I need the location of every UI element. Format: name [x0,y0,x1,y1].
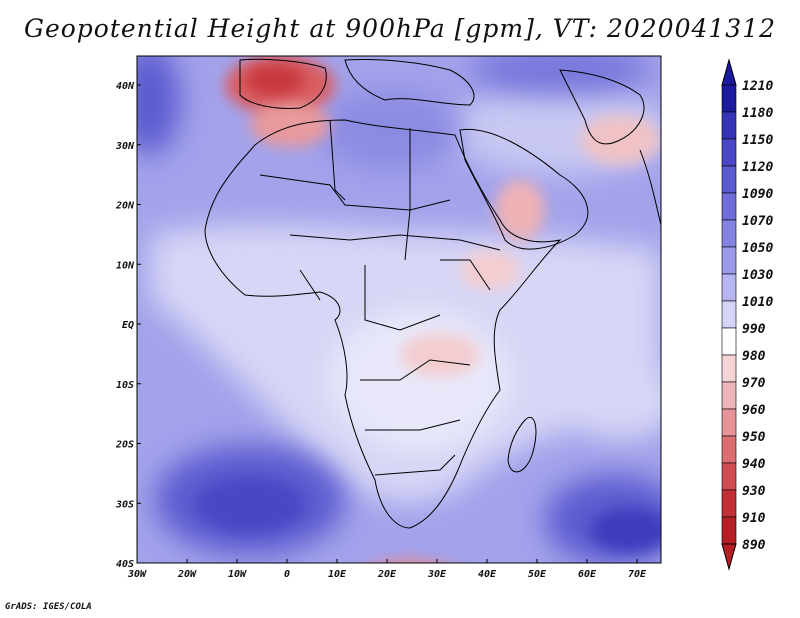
colorbar-swatch [721,300,737,329]
x-tick-label: 50E [528,569,547,580]
colorbar-swatch [721,138,737,167]
colorbar-label: 1120 [742,160,773,175]
colorbar-label: 1010 [742,295,773,310]
colorbar-label: 890 [742,538,766,553]
colorbar-label: 1050 [742,241,773,256]
colorbar-swatch [721,516,737,545]
y-axis: 40N 30N 20N 10N EQ 10S 20S 30S 40S [115,81,141,570]
colorbar-swatch [721,462,737,491]
height-field [137,56,661,563]
coastlines [204,58,661,529]
y-tick-label: 40S [116,559,134,570]
x-tick-label: 30E [427,569,447,580]
x-tick-label: 10E [328,569,347,580]
colorbar-label: 950 [742,430,766,445]
colorbar-label: 990 [742,322,766,337]
colorbar-swatch [721,84,737,113]
y-tick-label: 10S [116,380,134,391]
colorbar-label: 1210 [742,79,773,94]
y-tick-label: 30S [115,499,134,510]
colorbar-label: 970 [742,376,766,391]
credit-label: GrADS: IGES/COLA [5,602,92,612]
colorbar-swatch [721,165,737,194]
colorbar-label: 1180 [742,106,773,121]
x-tick-label: 0 [284,569,290,580]
figure-title: Geopotential Height at 900hPa [gpm], VT:… [23,14,777,43]
plot-frame [136,55,662,564]
colorbar-label: 910 [742,511,766,526]
y-tick-label: 20N [115,201,135,212]
colorbar-swatch [721,246,737,275]
colorbar-swatch [721,435,737,464]
colorbar-swatch [721,192,737,221]
colorbar-label: 940 [742,457,766,472]
x-tick-label: 20W [177,569,197,580]
colorbar: 1210 1180 1150 1120 1090 1070 1050 1030 1010 990 9… [721,58,773,571]
y-tick-label: EQ [122,320,134,331]
x-tick-label: 40E [478,569,497,580]
colorbar-label: 1150 [742,133,773,148]
y-tick-label: 30N [115,141,135,152]
colorbar-label: 1090 [742,187,773,202]
x-tick-label: 10W [228,569,247,580]
colorbar-swatch [721,273,737,302]
colorbar-swatch [721,219,737,248]
y-tick-label: 20S [115,440,134,451]
colorbar-label: 960 [742,403,766,418]
colorbar-swatch [721,111,737,140]
colorbar-top-arrow [721,58,737,86]
x-axis: 30W 20W 10W 0 10E 20E 30E 40E 50E 60E 70E [127,559,647,580]
colorbar-label: 980 [742,349,766,364]
x-tick-label: 60E [578,569,597,580]
colorbar-label: 1070 [742,214,773,229]
x-tick-label: 20E [377,569,397,580]
colorbar-swatch [721,408,737,437]
colorbar-label: 1030 [742,268,773,283]
x-tick-label: 70E [628,569,647,580]
x-tick-label: 30W [127,569,147,580]
colorbar-swatch [721,489,737,518]
y-tick-label: 10N [116,260,135,271]
colorbar-swatch [721,354,737,383]
colorbar-label: 930 [742,484,766,499]
y-tick-label: 40N [116,81,135,92]
colorbar-swatch [721,381,737,410]
colorbar-swatch [721,327,737,356]
colorbar-bottom-arrow [721,543,737,571]
